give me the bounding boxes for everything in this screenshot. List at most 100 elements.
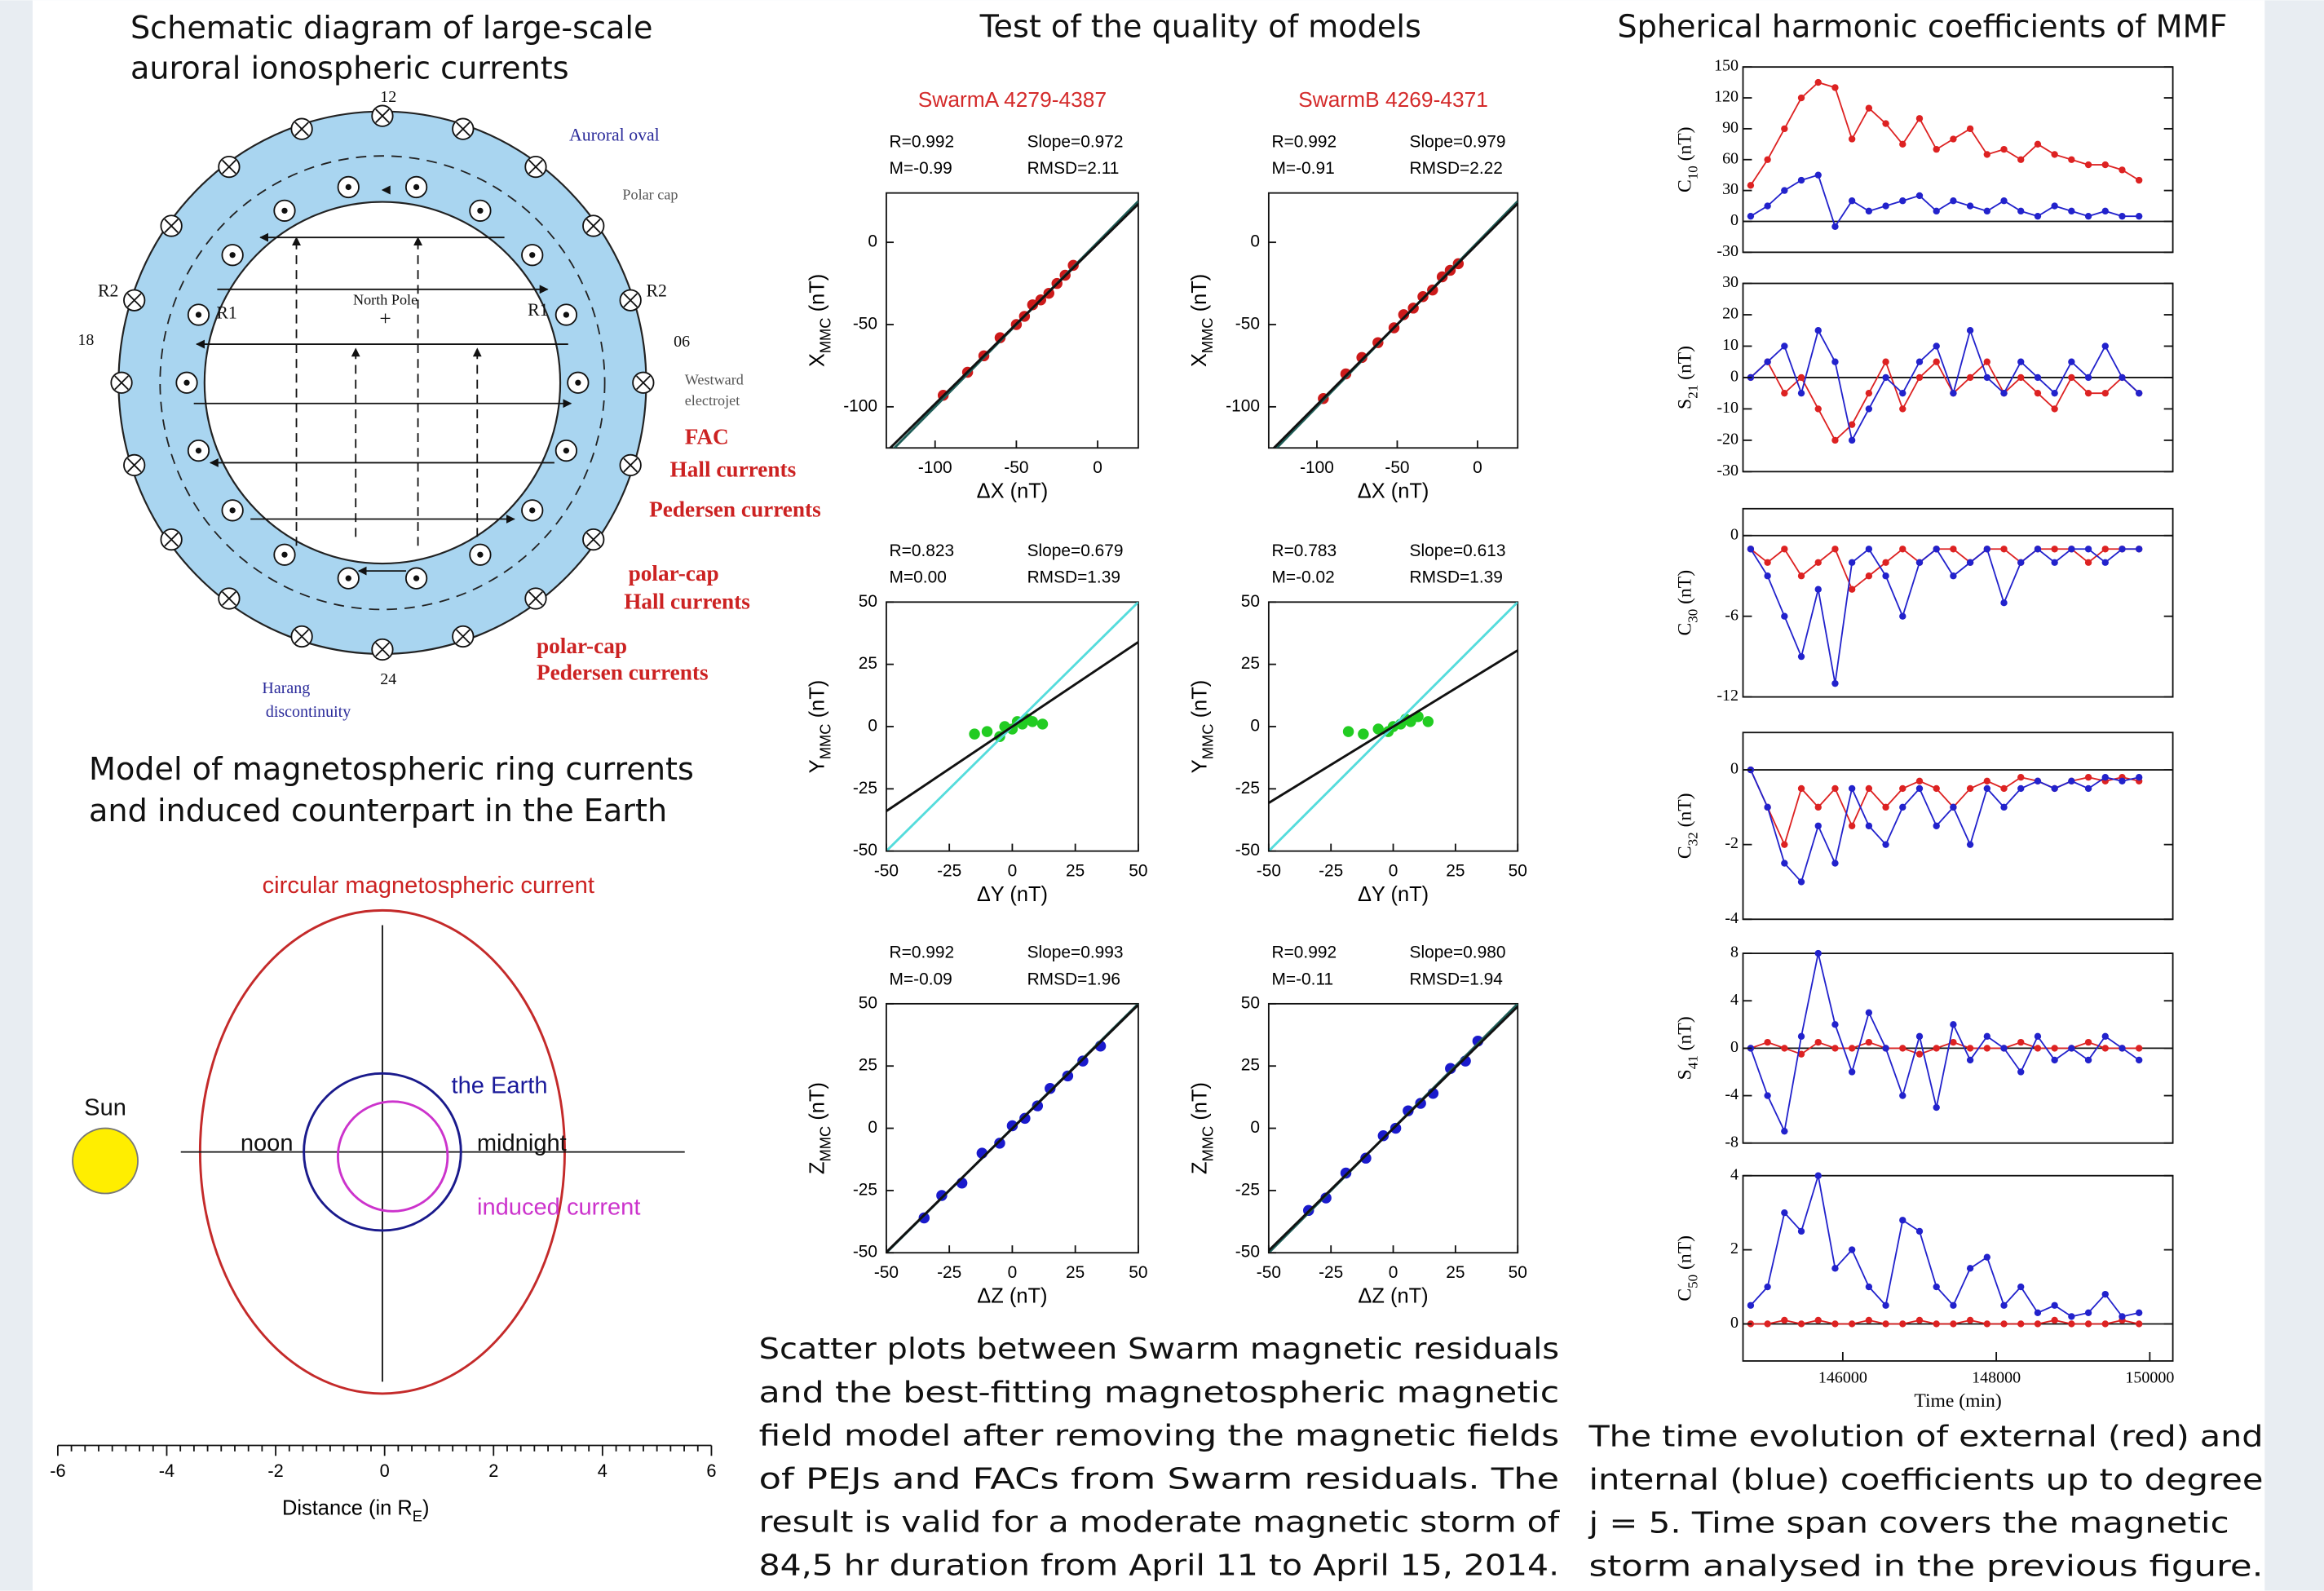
point <box>1340 1167 1352 1179</box>
series-point <box>1966 373 1974 382</box>
series-point <box>2017 1038 2025 1046</box>
y-tick-label: 50 <box>859 993 877 1012</box>
y-tick-label: -100 <box>843 396 877 415</box>
y-axis-label: C30 (nT) <box>1675 570 1701 636</box>
coefficients-title: Spherical harmonic coefficients of MMF <box>1617 8 2227 44</box>
series-point <box>2000 1045 2008 1052</box>
y-axis-label-part: Z <box>806 1161 828 1174</box>
series-point <box>1966 841 1974 848</box>
y-axis-label-part: (nT) <box>1675 126 1696 166</box>
y-tick-label: 0 <box>1730 1038 1739 1056</box>
series-point <box>1915 373 1924 382</box>
series-point <box>2136 212 2143 220</box>
y-axis-label-part: (nT) <box>1675 570 1696 609</box>
series-point <box>1797 176 1805 184</box>
caption-line: j = 5. Time span covers the magnetic <box>1588 1507 2229 1540</box>
series-point <box>1848 421 1856 428</box>
series-point <box>2101 1320 2109 1328</box>
stat-label: Slope=0.613 <box>1410 541 1506 560</box>
series-point <box>1899 546 1906 553</box>
series-point <box>1915 777 1924 784</box>
stat-label: M=-0.11 <box>1272 970 1334 988</box>
series-point <box>1899 405 1906 413</box>
series-point <box>1882 202 1889 210</box>
y-tick-label: 150 <box>1714 57 1739 75</box>
series-point <box>2136 389 2143 397</box>
fac-in-cross <box>164 532 179 547</box>
series-point <box>2034 777 2042 784</box>
series-point <box>1950 803 1957 811</box>
point <box>1027 716 1038 727</box>
series-point <box>2051 546 2058 553</box>
y-tick-label: -4 <box>1725 909 1739 927</box>
panel-title: SwarmA 4279-4387 <box>918 87 1107 112</box>
fac-out-dot <box>563 312 570 318</box>
series-point <box>2101 161 2109 169</box>
series-point <box>1882 841 1889 848</box>
fac-out-dot <box>195 312 202 318</box>
diagram-label: 18 <box>77 331 94 349</box>
series-point <box>2017 1068 2025 1076</box>
y-axis-label-part: 21 <box>1686 385 1701 399</box>
series-point <box>1848 784 1856 793</box>
y-axis-label-part: (nT) <box>1188 1082 1211 1126</box>
series-point <box>2084 389 2092 397</box>
y-axis-label-part: Z <box>1188 1161 1211 1174</box>
stat-label: M=-0.91 <box>1272 159 1335 178</box>
series-point <box>1966 784 1974 793</box>
series-point <box>2119 777 2126 784</box>
series-point <box>1814 803 1822 811</box>
series-point <box>1882 572 1889 580</box>
series-point <box>1950 135 1957 143</box>
timeseries-panel: -4 -2 0 C32 (nT) <box>1675 731 2174 927</box>
series-point <box>2136 1045 2143 1052</box>
y-tick-label: 30 <box>1722 273 1739 291</box>
plot-area <box>1268 602 1518 851</box>
series-point <box>2017 207 2025 215</box>
stat-label: M=-0.02 <box>1272 568 1335 587</box>
series-point <box>2084 212 2092 220</box>
plot-frame <box>1742 1174 2174 1362</box>
diagram-label: Auroral oval <box>569 126 660 145</box>
point <box>1019 1112 1031 1125</box>
series-point <box>2084 1320 2092 1328</box>
y-axis-label-part: (nT) <box>1188 680 1211 724</box>
fit-line <box>886 641 1138 812</box>
caption-line: internal (blue) coefficients up to degre… <box>1588 1464 2263 1497</box>
series-point <box>2051 389 2058 397</box>
series-point <box>1848 559 1856 566</box>
series-point <box>1814 1038 1822 1046</box>
fac-out-dot <box>413 575 420 581</box>
series-point <box>1950 572 1957 580</box>
series-point <box>2084 784 2092 793</box>
y-tick-label: 25 <box>859 654 877 673</box>
series-point <box>1983 546 1991 553</box>
series-point <box>2084 1056 2092 1064</box>
y-axis-label-part: C <box>1675 179 1696 192</box>
series-point <box>2068 1045 2075 1052</box>
stat-label: RMSD=2.11 <box>1027 159 1120 178</box>
series-point <box>1933 1283 1940 1291</box>
plot-frame <box>1267 192 1519 449</box>
series-point <box>1781 125 1788 133</box>
fac-out-dot <box>529 507 536 514</box>
series-point <box>1848 436 1856 444</box>
series-point <box>1814 1172 1822 1179</box>
y-tick-label: 25 <box>859 1056 877 1075</box>
point <box>1377 1129 1390 1142</box>
x-tick-label: -50 <box>1257 862 1281 881</box>
series-point <box>1865 546 1873 553</box>
plot-area <box>886 602 1138 851</box>
fac-in-cross <box>126 293 142 308</box>
sun <box>72 1127 139 1195</box>
series-point <box>2000 145 2008 153</box>
series-point <box>1950 546 1957 553</box>
y-axis-label-part: 50 <box>1686 1275 1701 1288</box>
fac-in-cross <box>375 642 390 657</box>
x-axis-label-part: ) <box>422 1496 429 1519</box>
stat-label: RMSD=1.39 <box>1410 568 1503 587</box>
x-tick-label: 0 <box>1473 458 1482 477</box>
point <box>918 1212 930 1224</box>
caption-line: result is valid for a moderate magnetic … <box>759 1505 1561 1539</box>
y-tick-label: 0 <box>1250 1118 1260 1137</box>
